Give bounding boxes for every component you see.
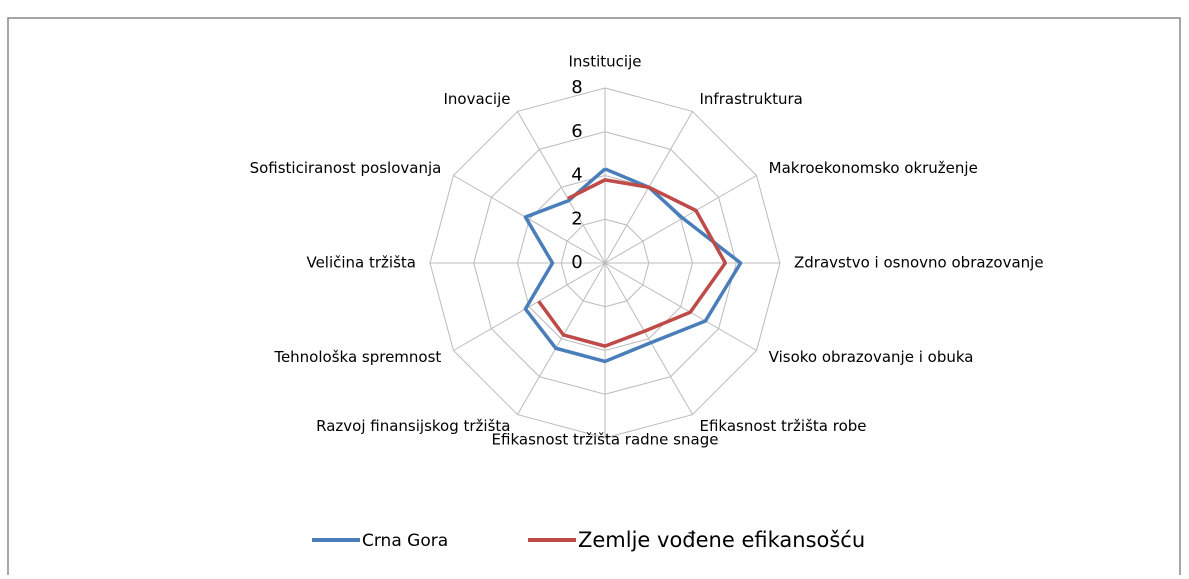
spoke [517, 111, 606, 264]
legend-label: Crna Gora [362, 531, 448, 551]
category-label: Makroekonomsko okruženje [769, 159, 978, 177]
legend-label: Zemlje vođene efikansošću [578, 528, 865, 552]
category-label: Tehnološka spremnost [273, 348, 441, 366]
chart-frame [7, 17, 1181, 579]
spoke [604, 262, 693, 415]
category-label: Institucije [569, 53, 642, 71]
spoke [453, 175, 606, 264]
series-line [523, 167, 743, 364]
category-label: Inovacije [444, 90, 511, 108]
spoke [604, 262, 757, 351]
tick-label: 6 [571, 121, 582, 142]
series-line [537, 178, 728, 348]
spoke [453, 262, 606, 351]
tick-label: 4 [571, 165, 582, 186]
category-label: Infrastruktura [700, 90, 803, 108]
labels: 0 2 4 6 8 Institucije Infrastruktura Makroekono… [250, 53, 1044, 553]
category-label: Zdravstvo i osnovno obrazovanje [794, 254, 1044, 272]
category-label: Razvoj finansijskog tržišta [316, 417, 510, 435]
category-label: Veličina tržišta [306, 254, 416, 272]
category-label: Efikasnost tržišta robe [700, 417, 867, 435]
tick-label: 2 [571, 208, 582, 229]
category-label: Visoko obrazovanje i obuka [769, 348, 974, 366]
tick-label: 8 [571, 77, 582, 98]
category-label: Sofisticiranost poslovanja [250, 159, 442, 177]
marks [312, 167, 743, 542]
spoke [517, 262, 606, 415]
category-label: Efikasnost tržišta radne snage [492, 431, 719, 449]
spoke [604, 175, 757, 264]
tick-label: 0 [571, 252, 582, 273]
